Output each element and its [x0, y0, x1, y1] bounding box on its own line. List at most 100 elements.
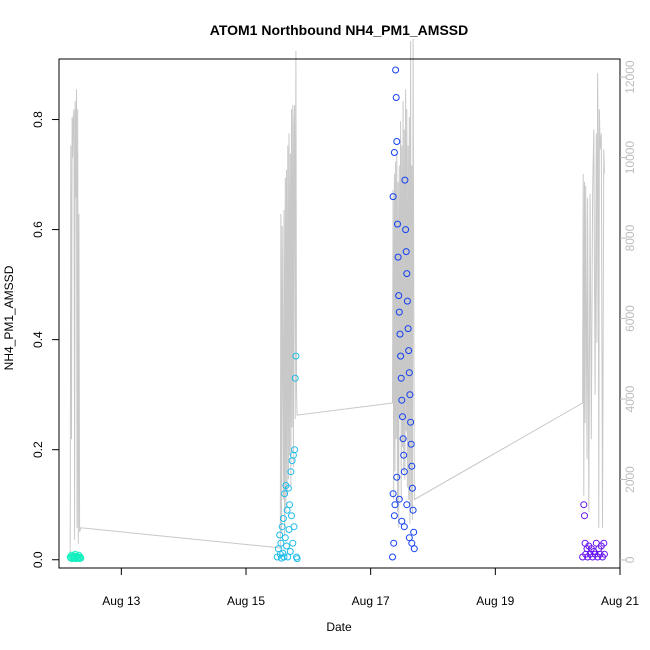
- scatter-point-s2-29: [407, 418, 415, 426]
- y-right-tick-label-1: 2000: [623, 466, 637, 493]
- scatter-point-s2-27: [405, 369, 413, 377]
- scatter-point-s2-8: [394, 220, 401, 228]
- scatter-point-s2-18: [400, 451, 408, 459]
- scatter-point-s1-25: [290, 523, 298, 531]
- scatter-point-s3-19: [600, 539, 608, 547]
- y-left-tick-label-2: 0.4: [31, 331, 45, 348]
- y-axis-right: 0 2000 4000 6000 8000 10000 12000: [620, 60, 637, 563]
- scatter-point-s2-33: [409, 506, 417, 514]
- x-tick-label-4: Aug 21: [601, 594, 639, 608]
- y-axis-left: 0.0 0.2 0.4 0.6 0.8: [31, 111, 59, 568]
- scatter-point-s2-10: [395, 292, 403, 300]
- scatter-point-s2-6: [392, 94, 400, 101]
- scatter-point-s2-26: [405, 347, 413, 355]
- scatter-point-s1-16: [284, 484, 292, 492]
- scatter-point-s2-42: [403, 501, 411, 509]
- y-right-tick-label-2: 4000: [623, 385, 637, 412]
- y-right-tick-label-3: 6000: [623, 305, 637, 332]
- x-tick-label-1: Aug 15: [227, 594, 265, 608]
- scatter-point-s2-40: [398, 517, 406, 525]
- scatter-point-s2-17: [399, 435, 407, 443]
- scatter-point-s2-44: [408, 539, 416, 547]
- x-tick-label-3: Aug 19: [476, 594, 514, 608]
- scatter-point-s3-1: [580, 501, 588, 509]
- y-right-tick-label-6: 12000: [623, 60, 637, 94]
- y-left-tick-label-4: 0.8: [31, 111, 45, 128]
- points-layer: [66, 66, 608, 563]
- y-left-tick-label-1: 0.2: [31, 441, 45, 458]
- y-right-tick-label-4: 8000: [623, 224, 637, 251]
- scatter-point-s1-9: [280, 553, 288, 561]
- scatter-point-s2-35: [410, 545, 418, 553]
- y-right-tick-label-0: 0: [623, 556, 637, 563]
- x-tick-label-2: Aug 17: [352, 594, 390, 608]
- scatter-point-s2-4: [391, 501, 399, 509]
- scatter-point-s2-14: [397, 374, 405, 382]
- scatter-point-s1-10: [281, 490, 289, 498]
- scatter-point-s2-39: [395, 495, 403, 503]
- scatter-point-s1-7: [279, 549, 287, 557]
- scatter-point-s1-21: [288, 512, 295, 520]
- scatter-point-s2-12: [396, 330, 404, 338]
- scatter-point-s2-41: [400, 523, 408, 531]
- scatter-point-s1-2: [276, 531, 284, 539]
- scatter-point-s1-14: [283, 506, 291, 514]
- scatter-point-s2-21: [402, 226, 410, 234]
- scatter-point-s1-28: [292, 352, 300, 360]
- scatter-point-s1-23: [289, 539, 297, 547]
- scatter-point-s2-9: [394, 253, 402, 261]
- x-axis: Aug 13 Aug 15 Aug 17 Aug 19 Aug 21: [102, 568, 639, 608]
- scatter-point-s2-28: [406, 391, 414, 399]
- scatter-point-s2-38: [393, 473, 401, 481]
- scatter-point-s2-25: [404, 325, 412, 333]
- scatter-point-s1-8: [279, 515, 287, 522]
- y-left-tick-label-0: 0.0: [31, 551, 45, 568]
- scatter-point-s3-2: [581, 512, 588, 520]
- scatter-point-s2-16: [399, 413, 406, 421]
- scatter-point-s3-20: [600, 550, 608, 558]
- scatter-point-s2-34: [410, 528, 418, 536]
- scatter-point-s2-36: [389, 490, 397, 498]
- scatter-point-s1-27: [291, 374, 299, 382]
- scatter-point-s2-5: [392, 66, 400, 74]
- scatter-point-s1-13: [283, 542, 290, 550]
- scatter-point-s1-11: [281, 534, 289, 542]
- scatter-point-s0-17: [77, 554, 85, 562]
- scatter-point-s2-24: [403, 297, 411, 305]
- scatter-point-s2-22: [402, 248, 410, 256]
- scatter-point-s2-31: [408, 462, 416, 470]
- plot-frame: [58, 58, 621, 569]
- y-left-tick-label-3: 0.6: [31, 221, 45, 238]
- scatter-point-s2-1: [389, 193, 397, 201]
- scatter-point-s2-32: [408, 484, 416, 492]
- x-axis-title: Date: [326, 620, 352, 634]
- chart-title: ATOM1 Northbound NH4_PM1_AMSSD: [210, 22, 469, 38]
- scatter-point-s2-2: [390, 539, 398, 547]
- scatter-point-s2-13: [397, 352, 405, 360]
- scatter-point-s2-15: [398, 396, 406, 404]
- scatter-point-s2-7: [393, 138, 401, 145]
- scatter-point-s2-43: [405, 534, 413, 542]
- scatter-point-s2-0: [389, 553, 396, 561]
- scatter-point-s1-6: [278, 523, 286, 531]
- scatter-point-s2-37: [390, 512, 398, 520]
- scatter-point-s1-18: [286, 501, 294, 509]
- scatter-point-s1-15: [284, 553, 292, 561]
- scatter-point-s1-20: [287, 468, 295, 476]
- y-axis-title: NH4_PM1_AMSSD: [2, 265, 16, 370]
- scatter-point-s2-23: [403, 270, 411, 278]
- y-right-tick-label-5: 10000: [623, 141, 637, 175]
- scatter-point-s1-26: [291, 446, 299, 454]
- x-tick-label-0: Aug 13: [102, 594, 140, 608]
- scatter-point-s1-19: [286, 548, 294, 555]
- scatter-point-s2-3: [390, 149, 398, 156]
- scatter-point-s2-30: [407, 440, 415, 448]
- scatter-point-s1-4: [277, 539, 285, 547]
- scatter-point-s2-20: [401, 176, 409, 184]
- scatter-point-s2-19: [400, 468, 408, 476]
- scatter-point-s2-11: [395, 308, 403, 316]
- scatter-point-s1-30: [293, 555, 301, 563]
